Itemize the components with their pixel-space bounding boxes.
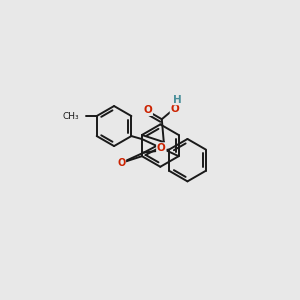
Text: O: O <box>170 104 179 114</box>
Text: CH₃: CH₃ <box>62 112 79 121</box>
Text: O: O <box>144 105 152 116</box>
Text: O: O <box>117 158 125 168</box>
Text: O: O <box>157 143 166 153</box>
Text: H: H <box>173 94 182 105</box>
